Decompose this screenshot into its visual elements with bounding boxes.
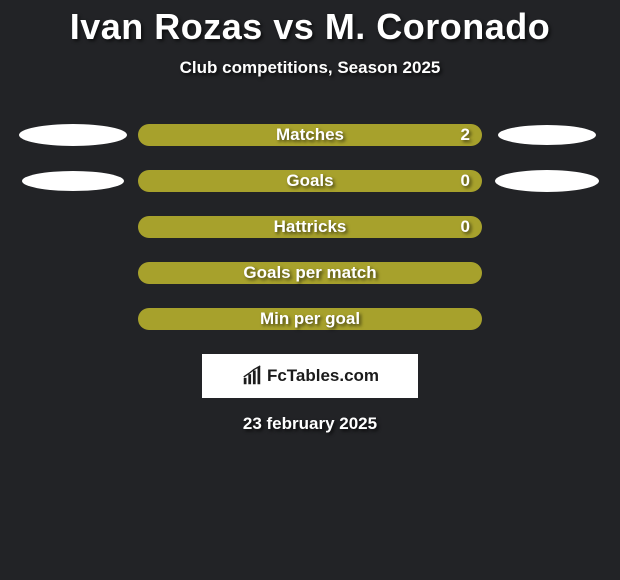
stat-bar-col: Min per goal: [138, 308, 482, 330]
stat-row: Goals 0: [0, 170, 620, 192]
stat-bar: Hattricks 0: [138, 216, 482, 238]
stat-bar: Goals per match: [138, 262, 482, 284]
right-marker-col: [482, 170, 612, 192]
stat-label: Hattricks: [274, 217, 347, 237]
marker-ellipse: [498, 125, 596, 145]
page-title: Ivan Rozas vs M. Coronado: [0, 0, 620, 48]
stat-bar: Goals 0: [138, 170, 482, 192]
stat-bar-col: Matches 2: [138, 124, 482, 146]
marker-ellipse: [22, 171, 124, 191]
stat-row: Hattricks 0: [0, 216, 620, 238]
stat-label: Goals per match: [243, 263, 376, 283]
page-subtitle: Club competitions, Season 2025: [0, 58, 620, 78]
marker-ellipse: [19, 124, 127, 146]
left-marker-col: [8, 124, 138, 146]
marker-ellipse: [495, 170, 599, 192]
stat-bar-col: Goals per match: [138, 262, 482, 284]
stat-value: 0: [461, 217, 470, 237]
stat-bar: Matches 2: [138, 124, 482, 146]
stat-value: 2: [461, 125, 470, 145]
right-marker-col: [482, 125, 612, 145]
stat-bar: Min per goal: [138, 308, 482, 330]
stat-row: Min per goal: [0, 308, 620, 330]
stat-row: Goals per match: [0, 262, 620, 284]
bar-chart-icon: [241, 365, 263, 387]
stat-bar-col: Hattricks 0: [138, 216, 482, 238]
stat-label: Matches: [276, 125, 344, 145]
stat-bar-col: Goals 0: [138, 170, 482, 192]
stat-row: Matches 2: [0, 124, 620, 146]
stat-label: Min per goal: [260, 309, 360, 329]
stat-value: 0: [461, 171, 470, 191]
stat-rows: Matches 2 Goals 0 Hattricks 0: [0, 124, 620, 330]
stat-label: Goals: [286, 171, 333, 191]
date-text: 23 february 2025: [0, 414, 620, 434]
logo-text: FcTables.com: [267, 366, 379, 386]
left-marker-col: [8, 171, 138, 191]
logo-box: FcTables.com: [202, 354, 418, 398]
